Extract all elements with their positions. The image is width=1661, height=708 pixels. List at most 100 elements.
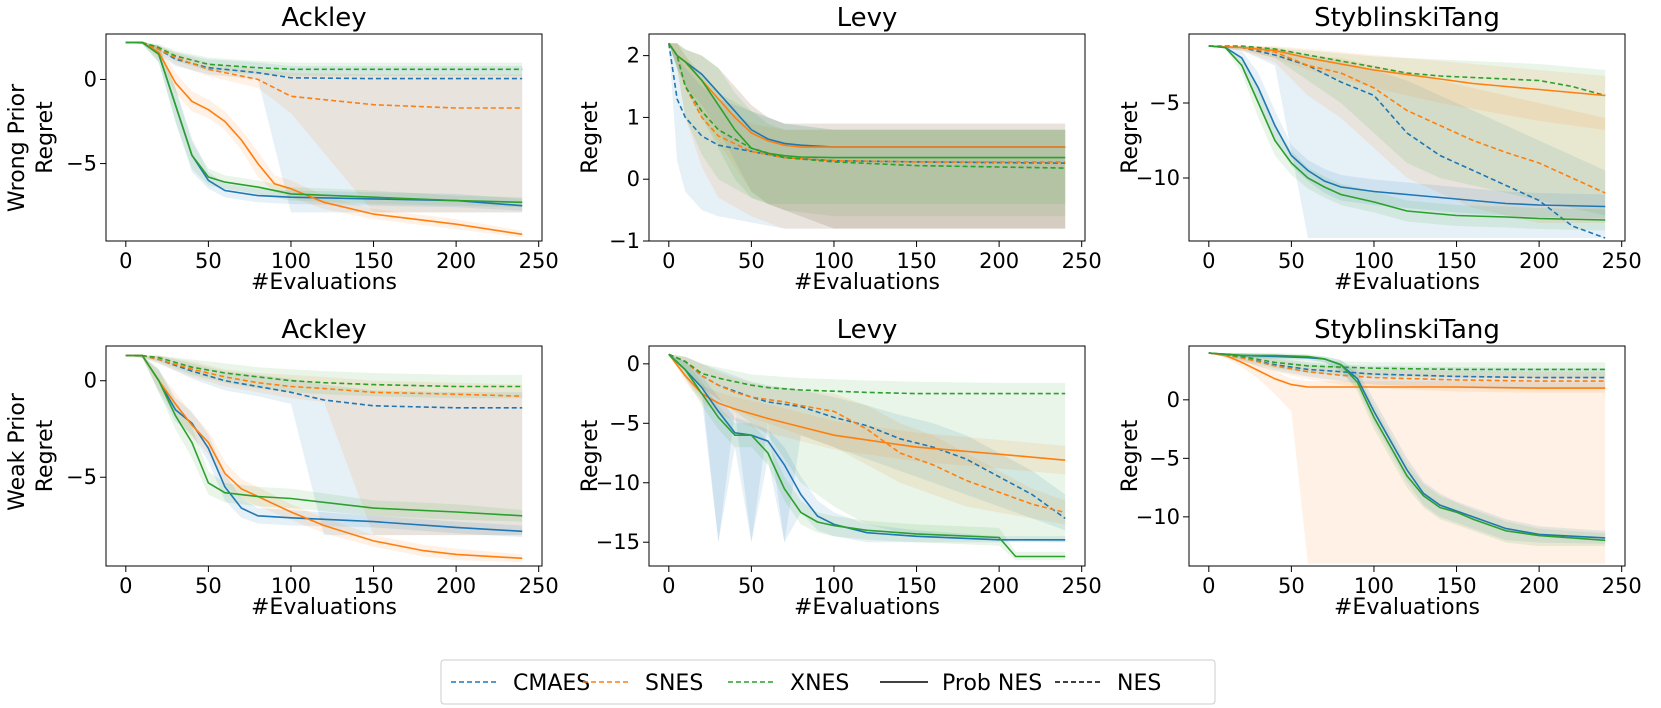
band-cmaes-dashed	[125, 42, 523, 213]
x-axis-label: #Evaluations	[1334, 595, 1480, 620]
y-tick-label: −5	[66, 465, 97, 489]
band-cmaes-solid	[668, 43, 1066, 229]
y-axis-label: Regret	[33, 101, 58, 174]
line-snes-dashed	[668, 353, 1066, 514]
line-xnes-solid	[1208, 45, 1606, 221]
x-tick-label: 150	[896, 574, 936, 598]
x-axis-label: #Evaluations	[251, 270, 397, 295]
y-axis-label: Regret	[578, 419, 603, 492]
line-xnes-solid	[1208, 352, 1606, 542]
legend: CMAES SNES XNES Prob NES NES	[440, 659, 1216, 705]
y-tick-label: −5	[66, 152, 97, 176]
legend-label-cmaes: CMAES	[513, 671, 590, 696]
x-tick-label: 50	[1278, 574, 1305, 598]
x-tick-label: 50	[195, 249, 222, 273]
x-tick-label: 0	[1202, 249, 1215, 273]
legend-label-snes: SNES	[645, 671, 703, 696]
chart-title: Ackley	[281, 315, 366, 345]
line-snes-solid	[125, 41, 523, 236]
y-tick-label: −10	[1136, 505, 1180, 529]
band-cmaes-solid	[1208, 46, 1606, 219]
band-snes-solid	[125, 355, 523, 563]
x-tick-label: 200	[436, 574, 476, 598]
x-tick-label: 150	[353, 249, 393, 273]
band-xnes-dashed	[1208, 46, 1606, 216]
y-tick-label: 0	[627, 167, 640, 191]
chart-title: Levy	[837, 3, 898, 33]
legend-label-prob-nes: Prob NES	[942, 671, 1042, 696]
y-tick-label: 0	[1167, 388, 1180, 412]
line-cmaes-dashed	[668, 43, 1066, 164]
panel-wrong-levy: 0 50 100 150 200 250 −1 0 1 2 Levy #Evaluations Regr…	[578, 3, 1102, 295]
band-cmaes-solid	[125, 355, 523, 538]
y-tick-label: 2	[627, 44, 640, 68]
plot-area	[125, 354, 523, 563]
panel-wrong-ackley: 0 50 100 150 200 250 −5 0 Ackley #Evaluations Regr…	[33, 3, 559, 295]
axes-frame	[105, 33, 543, 242]
band-cmaes-dashed	[668, 354, 1066, 543]
line-xnes-solid	[668, 42, 1066, 159]
x-tick-label: 200	[1519, 574, 1559, 598]
y-tick-label: −5	[1149, 446, 1180, 470]
x-tick-label: 250	[1062, 574, 1102, 598]
band-snes-dashed	[125, 355, 523, 536]
band-cmaes-solid	[668, 354, 1066, 543]
line-xnes-dashed	[1208, 45, 1606, 97]
y-axis-label: Regret	[1118, 419, 1143, 492]
x-tick-label: 250	[519, 249, 559, 273]
x-tick-label: 100	[814, 249, 854, 273]
line-snes-dashed	[1208, 45, 1606, 194]
line-xnes-dashed	[125, 41, 523, 71]
x-tick-label: 200	[1519, 249, 1559, 273]
x-tick-label: 250	[1062, 249, 1102, 273]
x-tick-label: 150	[1436, 574, 1476, 598]
x-axis-label: #Evaluations	[251, 595, 397, 620]
x-tick-label: 50	[1278, 249, 1305, 273]
x-tick-label: 100	[1354, 574, 1394, 598]
x-tick-label: 200	[436, 249, 476, 273]
y-tick-label: −10	[596, 471, 640, 495]
y-tick-label: −1	[609, 229, 640, 253]
x-tick-label: 0	[1202, 574, 1215, 598]
axes-frame	[648, 345, 1086, 567]
panel-weak-levy: 0 50 100 150 200 250 −15 −10 −5 0 Levy #Evaluations…	[578, 315, 1102, 620]
x-tick-label: 100	[271, 249, 311, 273]
line-xnes-dashed	[668, 42, 1066, 169]
x-tick-label: 100	[271, 574, 311, 598]
line-cmaes-solid	[1208, 45, 1606, 208]
line-xnes-dashed	[125, 354, 523, 388]
y-tick-label: −5	[609, 411, 640, 435]
y-tick-label: 0	[84, 369, 97, 393]
axes-frame	[1188, 345, 1626, 567]
x-tick-label: 50	[195, 574, 222, 598]
line-snes-dashed	[1208, 352, 1606, 382]
x-axis-label: #Evaluations	[794, 595, 940, 620]
y-tick-label: 1	[627, 105, 640, 129]
x-tick-label: 250	[519, 574, 559, 598]
x-tick-label: 50	[738, 574, 765, 598]
band-snes-solid	[1208, 46, 1606, 130]
axes-frame	[1188, 33, 1626, 242]
x-tick-label: 0	[119, 574, 132, 598]
y-tick-label: 0	[84, 67, 97, 91]
row-label-weak-prior: Weak Prior	[5, 392, 30, 511]
line-snes-solid	[1208, 45, 1606, 97]
x-tick-label: 150	[353, 574, 393, 598]
line-cmaes-solid	[1208, 352, 1606, 539]
x-tick-label: 100	[814, 574, 854, 598]
x-tick-label: 150	[896, 249, 936, 273]
line-cmaes-dashed	[1208, 45, 1606, 239]
panel-weak-ackley: 0 50 100 150 200 250 −5 0 Ackley #Evaluations Regr…	[33, 315, 559, 620]
x-tick-label: 100	[1354, 249, 1394, 273]
band-xnes-solid	[668, 43, 1066, 204]
x-tick-label: 0	[662, 249, 675, 273]
x-tick-label: 200	[979, 249, 1019, 273]
y-axis-label: Regret	[1118, 101, 1143, 174]
x-tick-label: 250	[1602, 574, 1642, 598]
band-xnes-dashed	[125, 355, 523, 399]
chart-title: StyblinskiTang	[1314, 315, 1500, 345]
band-cmaes-dashed	[125, 355, 523, 536]
axes-frame	[105, 345, 543, 567]
row-label-wrong-prior: Wrong Prior	[5, 83, 30, 212]
band-snes-dashed	[1208, 353, 1606, 393]
